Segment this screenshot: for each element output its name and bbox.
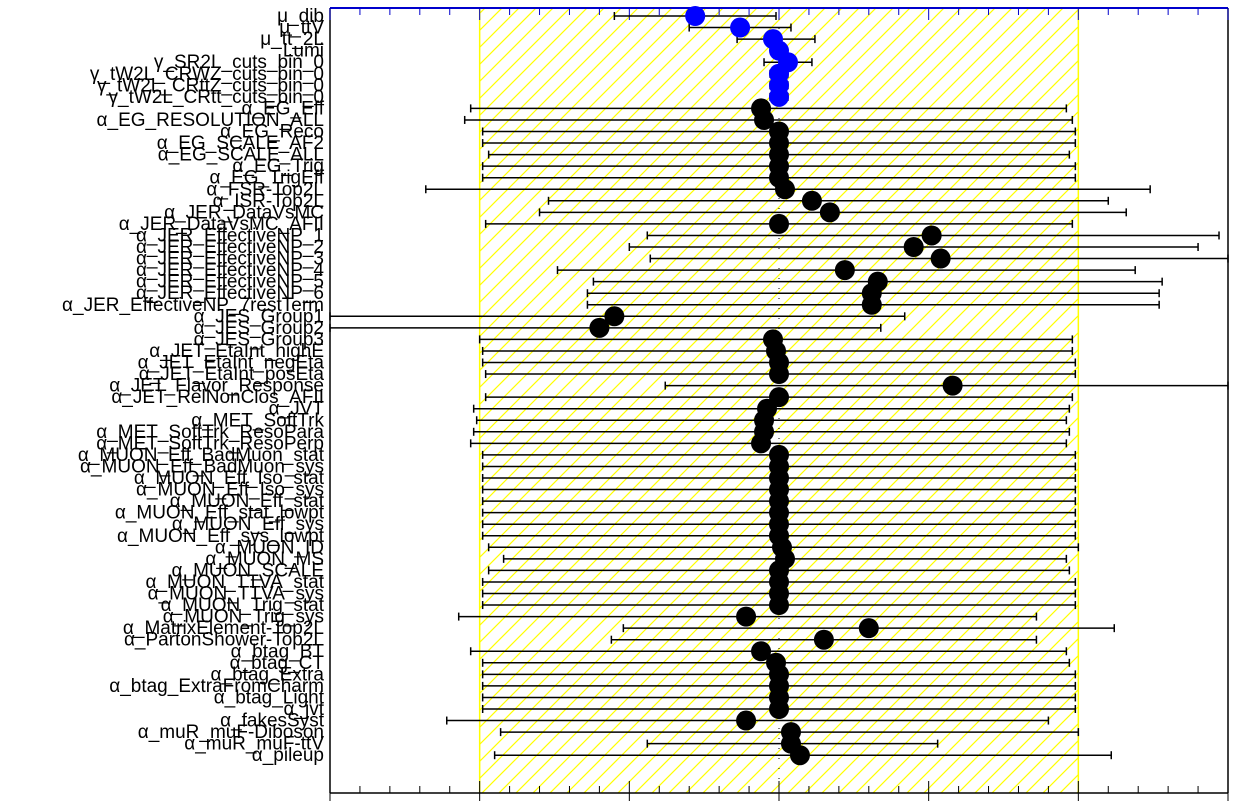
parameter-label: γ_tW2L_CRWZ_cuts_bin_0 <box>90 64 324 85</box>
parameter-label: α_MUON_Eff_stat <box>170 491 325 512</box>
parameter-label: α_pileup <box>252 745 324 766</box>
parameter-label: γ_tW2L_CRttZ_cuts_bin_0 <box>97 75 324 96</box>
parameter-label: α_MUON_TTVA_sys <box>148 584 324 605</box>
parameter-label: μ_dib <box>277 6 324 27</box>
parameter-label: μ_ttV <box>279 18 324 39</box>
parameter-label: α_MUON_SCALE <box>172 560 324 581</box>
pull-point <box>769 86 789 107</box>
parameter-label: α_JER_EffectiveNP_1 <box>136 225 324 246</box>
parameter-label: α_btag_CT <box>230 653 325 674</box>
pull-point <box>736 710 757 731</box>
pull-point <box>813 629 834 650</box>
parameter-label: α_btag_ExtraFromCharm <box>109 676 324 697</box>
parameter-label: α_MUON_MS <box>205 549 324 570</box>
pull-point <box>903 237 924 257</box>
parameter-label: α_MET_SoftTrk_ResoPerp <box>96 433 324 454</box>
parameter-label: α_fakesSyst <box>220 711 325 732</box>
pull-point <box>769 595 789 616</box>
pull-point <box>685 6 706 26</box>
pull-point <box>858 618 879 639</box>
parameter-label: α_JET_EtaInt_negEta <box>138 353 325 374</box>
parameter-label: α_MUON_Eff_sys <box>172 514 324 535</box>
parameter-label: α_JET_RelNonClos_AFII <box>111 387 324 408</box>
parameter-label: α_JER_EffectiveNP_7restTerm <box>62 295 324 316</box>
pull-point <box>789 745 810 766</box>
pull-point <box>736 606 757 627</box>
parameter-label: α_MatrixElement-Top2L <box>123 618 324 639</box>
parameter-label: α_MUON_Trig_stat <box>161 595 325 616</box>
parameter-label: α_JET_Flavor_Response <box>109 376 324 397</box>
parameter-label: α_MET_SoftTrk_ResoPara <box>96 422 324 443</box>
parameter-label: α_JES_Group2 <box>194 318 324 339</box>
parameter-label: α_JET_EtaInt_posEta <box>139 364 325 385</box>
pull-point <box>774 179 795 200</box>
parameter-label: α_JES_Group1 <box>194 306 324 327</box>
parameter-label: α_EG_TrigEff <box>210 168 325 189</box>
parameter-label: μ_tt_2L <box>260 29 324 50</box>
parameter-label: α_muR_muF-ttV <box>184 734 324 755</box>
parameter-label: α_JVT <box>269 399 325 420</box>
parameter-label: α_MUON_ID <box>215 537 324 558</box>
parameter-label: α_FSR-Top2L <box>206 179 324 200</box>
parameter-label: α_ISR-Top2L <box>213 191 324 212</box>
parameter-label: α_MUON_Eff_sys_lowpt <box>117 526 325 547</box>
parameter-label: α_PartonShower-Top2L <box>124 630 324 651</box>
parameter-label: α_btag_Extra <box>211 664 325 685</box>
parameter-label: α_btag_BT <box>231 641 325 662</box>
pull-point <box>769 364 789 385</box>
parameter-label: α_muR_muF-Diboson <box>138 722 324 743</box>
parameter-label: α_btag_Light <box>214 687 325 708</box>
parameter-label: α_EG_SCALE_ALL <box>158 145 324 166</box>
parameter-label: α_MUON_Eff_stat_lowpt <box>115 503 325 524</box>
pull-point <box>921 225 942 246</box>
parameter-label: α_MUON_Eff_BadMuon_stat <box>78 445 325 466</box>
parameter-label: α_MUON_TTVA_stat <box>145 572 324 593</box>
parameter-label: α_JER_EffectiveNP_3 <box>136 249 324 270</box>
pull-point <box>604 306 625 327</box>
parameter-label: α_MET_SoftTrk <box>191 410 324 431</box>
parameter-label: α_EG_Trig <box>232 156 324 177</box>
parameter-label: α_EG_Reco <box>220 122 324 143</box>
parameter-label: α_JES_Group3 <box>194 329 324 350</box>
pull-point <box>751 433 772 454</box>
pull-point <box>834 260 855 281</box>
parameter-label: γ_SR2L_cuts_bin_0 <box>154 52 324 73</box>
parameter-label: Lumi <box>283 41 324 62</box>
pull-point <box>754 109 775 130</box>
parameter-label: γ_tW2L_CRtt_cuts_bin_0 <box>109 87 324 108</box>
pull-point <box>801 190 822 211</box>
pull-point <box>769 213 789 234</box>
parameter-label: α_MUON_Trig_sys <box>163 607 324 628</box>
parameter-label: α_JER_EffectiveNP_6 <box>136 283 324 304</box>
pull-point <box>930 248 951 269</box>
pull-point <box>861 294 882 315</box>
parameter-label: α_JER_DataVsMC <box>164 202 324 223</box>
parameter-label: α_JER_EffectiveNP_2 <box>136 237 324 258</box>
parameter-label: α_MUON_Eff_Iso_stat <box>134 468 325 489</box>
parameter-label: α_MUON_Eff_BadMuon_sys <box>80 456 324 477</box>
pull-point <box>769 699 789 719</box>
pull-point <box>589 317 610 338</box>
parameter-label: α_jvt <box>283 699 324 720</box>
parameter-label: α_MUON_Eff_Iso_sys <box>136 480 324 501</box>
parameter-label: α_EG_RESOLUTION_ALL <box>97 110 324 131</box>
pull-point <box>730 17 751 38</box>
parameter-label: α_JET_EtaInt_highE <box>149 341 324 362</box>
pull-point <box>942 375 963 396</box>
parameter-label: α_JER_EffectiveNP_4 <box>136 260 324 281</box>
parameter-label: α_EG_SCALE_AF2 <box>157 133 324 154</box>
parameter-label: α_EG_Eff <box>242 98 325 119</box>
pull-point <box>819 202 840 223</box>
pull-point <box>751 641 772 662</box>
parameter-label: α_JER_EffectiveNP_5 <box>136 272 324 293</box>
parameter-label: α_JER_DataVsMC_AFII <box>119 214 324 235</box>
